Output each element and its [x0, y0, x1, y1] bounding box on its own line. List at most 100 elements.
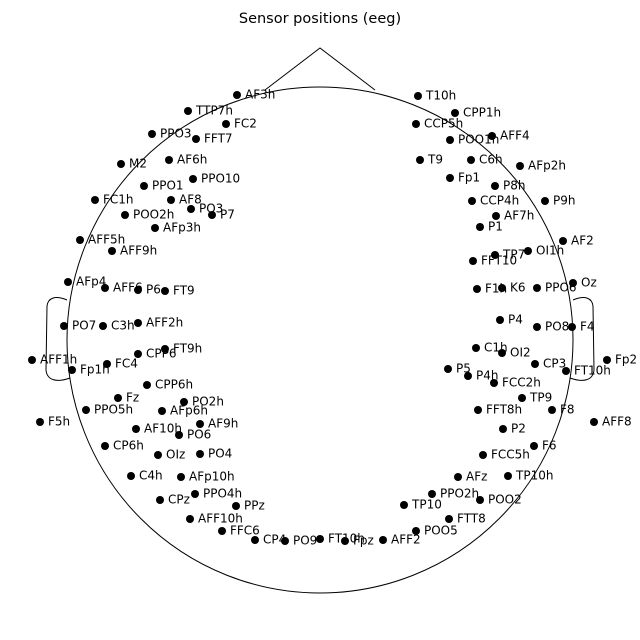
- sensor-label: AFp2h: [528, 159, 566, 173]
- sensor-label: PO3: [199, 202, 223, 216]
- sensor: [180, 398, 188, 406]
- sensor-label: Fpz: [353, 534, 374, 548]
- sensor-label: AFp4: [76, 275, 106, 289]
- sensor: [446, 136, 454, 144]
- sensor: [222, 120, 230, 128]
- sensor-label: OIz: [166, 448, 185, 462]
- sensor-label: TP7: [502, 248, 525, 262]
- sensor-label: AF8: [179, 193, 202, 207]
- sensor-label: AFp3h: [163, 221, 201, 235]
- sensor: [416, 156, 424, 164]
- sensor-label: P4: [508, 313, 523, 327]
- sensor: [218, 527, 226, 535]
- sensor: [143, 381, 151, 389]
- sensor-label: Fz: [126, 391, 139, 405]
- sensor: [158, 407, 166, 415]
- sensor-label: P2: [511, 422, 526, 436]
- sensor-label: F1h: [485, 282, 507, 296]
- sensor-label: Fp2: [615, 353, 637, 367]
- sensor: [161, 287, 169, 295]
- sensor-label: CPP6h: [155, 378, 193, 392]
- sensor-label: CP3: [543, 357, 566, 371]
- sensor-label: PPO3: [160, 127, 192, 141]
- sensor-label: TTP7h: [195, 104, 233, 118]
- sensor: [165, 156, 173, 164]
- sensor: [498, 349, 506, 357]
- sensor: [496, 316, 504, 324]
- sensor-label: AFF8: [602, 415, 632, 429]
- sensor: [117, 160, 125, 168]
- sensor-label: POO1h: [458, 133, 499, 147]
- sensor: [568, 323, 576, 331]
- sensor-label: PO4: [208, 447, 232, 461]
- sensor: [518, 394, 526, 402]
- sensor-label: FFT10: [481, 254, 517, 268]
- sensor: [134, 319, 142, 327]
- sensor: [103, 360, 111, 368]
- sensor: [559, 237, 567, 245]
- sensor-label: FC4: [115, 357, 138, 371]
- sensor: [379, 536, 387, 544]
- sensor: [108, 247, 116, 255]
- sensor-label: FT10h: [574, 364, 611, 378]
- chart-title: Sensor positions (eeg): [239, 11, 401, 27]
- sensor-label: OI2: [510, 346, 531, 360]
- sensor: [101, 284, 109, 292]
- sensor: [76, 236, 84, 244]
- sensor: [281, 537, 289, 545]
- sensor-label: TP10: [411, 498, 442, 512]
- sensor: [488, 132, 496, 140]
- sensor: [64, 278, 72, 286]
- sensor-label: T9: [427, 153, 443, 167]
- sensor-label: C4h: [139, 469, 163, 483]
- sensor: [516, 162, 524, 170]
- sensor-label: AFp6h: [170, 404, 208, 418]
- sensor: [414, 92, 422, 100]
- sensor: [167, 196, 175, 204]
- sensor-label: AFp10h: [189, 470, 235, 484]
- sensor: [468, 197, 476, 205]
- sensor-label: Fp1: [458, 171, 480, 185]
- sensor: [341, 537, 349, 545]
- sensor-label: AFF5h: [88, 233, 125, 247]
- sensor: [192, 135, 200, 143]
- sensor: [533, 284, 541, 292]
- sensor: [467, 156, 475, 164]
- sensor: [186, 515, 194, 523]
- sensor-label: PPO2h: [440, 487, 479, 501]
- sensor: [498, 284, 506, 292]
- sensor: [491, 182, 499, 190]
- sensor: [492, 212, 500, 220]
- sensor-label: AF9h: [208, 417, 238, 431]
- sensor-label: FFT7: [204, 132, 233, 146]
- sensor-label: CPz: [168, 493, 190, 507]
- sensor-label: FT10h: [328, 532, 365, 546]
- sensor: [590, 418, 598, 426]
- sensor-label: POO2: [488, 493, 522, 507]
- sensor-label: AF10h: [144, 422, 182, 436]
- sensor: [473, 285, 481, 293]
- sensor-label: Oz: [581, 276, 597, 290]
- sensor-label: PPO5h: [94, 403, 133, 417]
- sensor-label: P8h: [503, 179, 525, 193]
- sensor-label: PO6: [187, 428, 211, 442]
- sensor: [177, 473, 185, 481]
- sensor-label: M2: [129, 157, 147, 171]
- sensor-label: CPP1h: [463, 106, 501, 120]
- sensor-label: AFF1h: [40, 353, 77, 367]
- sensor: [184, 107, 192, 115]
- sensor: [36, 418, 44, 426]
- sensor: [491, 251, 499, 259]
- sensor-label: POO5: [424, 524, 458, 538]
- sensor-label: PPO4h: [203, 487, 242, 501]
- sensor: [446, 174, 454, 182]
- sensor: [208, 211, 216, 219]
- sensor: [316, 535, 324, 543]
- sensor: [412, 120, 420, 128]
- sensor: [154, 451, 162, 459]
- sensor: [530, 442, 538, 450]
- sensor-label: C6h: [479, 153, 503, 167]
- sensor-label: CP4: [263, 533, 286, 547]
- sensor: [499, 425, 507, 433]
